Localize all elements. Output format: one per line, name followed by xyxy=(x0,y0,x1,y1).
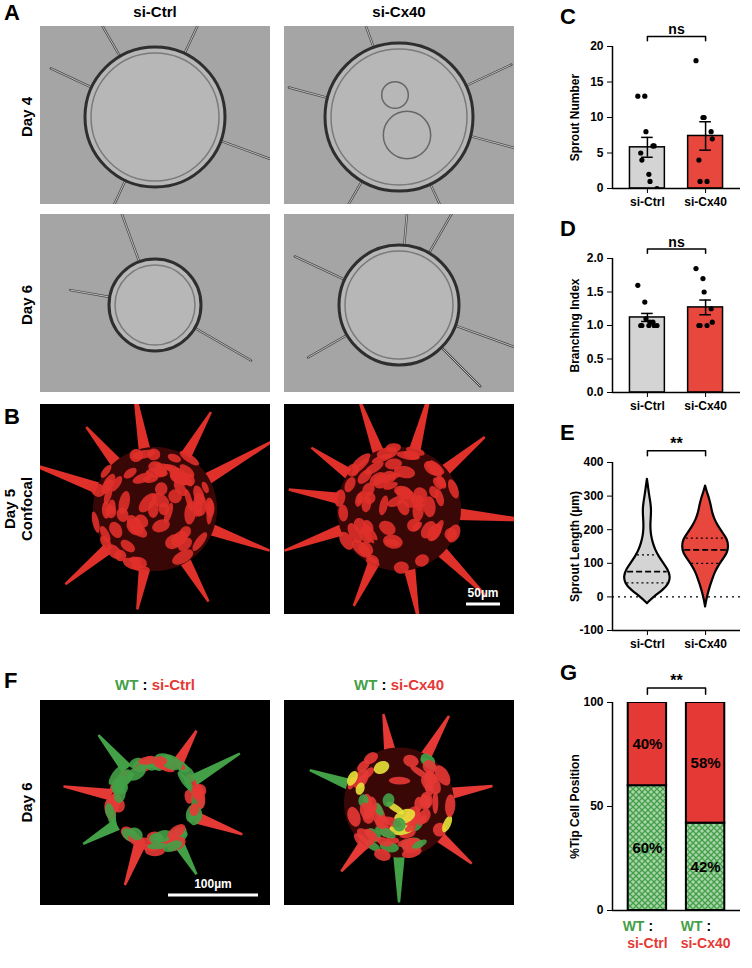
svg-text:0: 0 xyxy=(597,181,604,195)
svg-text:Branching Index: Branching Index xyxy=(568,278,582,372)
svg-text:si-Cx40: si-Cx40 xyxy=(684,637,727,651)
svg-text:100: 100 xyxy=(583,695,603,709)
svg-text:300: 300 xyxy=(583,489,603,503)
svg-text:400: 400 xyxy=(583,455,603,469)
svg-text:**: ** xyxy=(670,672,683,689)
html-text:G: G xyxy=(560,660,578,685)
svg-text:%Tip Cell Position: %Tip Cell Position xyxy=(568,754,582,858)
svg-text:Day 4: Day 4 xyxy=(18,96,35,137)
svg-text:1.5: 1.5 xyxy=(587,285,604,299)
svg-text:100: 100 xyxy=(583,556,603,570)
svg-text:20: 20 xyxy=(590,39,604,53)
svg-text:si-Cx40: si-Cx40 xyxy=(684,195,727,209)
svg-text:-100: -100 xyxy=(579,623,603,637)
svg-text:si-Ctrl: si-Ctrl xyxy=(627,935,667,951)
svg-text:si-Ctrl: si-Ctrl xyxy=(630,195,665,209)
svg-text:Sprout Number: Sprout Number xyxy=(568,74,582,162)
html-text:C: C xyxy=(560,4,576,29)
svg-text:50: 50 xyxy=(590,799,604,813)
svg-text:WT : si-Cx40: WT : si-Cx40 xyxy=(354,676,444,693)
svg-text:60%: 60% xyxy=(632,839,662,856)
svg-text:WT: WT xyxy=(681,918,703,934)
svg-text:0.0: 0.0 xyxy=(587,385,604,399)
svg-text:10: 10 xyxy=(590,110,604,124)
svg-text:0: 0 xyxy=(597,590,604,604)
svg-text::: : xyxy=(707,918,712,934)
svg-text:WT : si-Ctrl: WT : si-Ctrl xyxy=(115,676,195,693)
svg-text:1.0: 1.0 xyxy=(587,318,604,332)
svg-text:si-Cx40: si-Cx40 xyxy=(684,399,727,413)
svg-text:15: 15 xyxy=(590,75,604,89)
svg-text:2.0: 2.0 xyxy=(587,251,604,265)
svg-text:200: 200 xyxy=(583,523,603,537)
svg-text:100µm: 100µm xyxy=(194,877,232,891)
svg-text:F: F xyxy=(4,668,17,693)
svg-text:si-Cx40: si-Cx40 xyxy=(681,935,731,951)
svg-text:0.5: 0.5 xyxy=(587,352,604,366)
svg-text:Day 5: Day 5 xyxy=(1,489,18,529)
svg-text:ns: ns xyxy=(668,21,685,37)
svg-text:**: ** xyxy=(670,435,683,452)
svg-text:Day 6: Day 6 xyxy=(18,782,35,822)
svg-text:A: A xyxy=(4,0,20,25)
svg-text:Confocal: Confocal xyxy=(18,477,35,541)
svg-text:5: 5 xyxy=(597,146,604,160)
svg-text:Day 6: Day 6 xyxy=(18,285,35,325)
svg-text:50µm: 50µm xyxy=(468,586,499,600)
svg-text:si-Cx40: si-Cx40 xyxy=(372,3,425,20)
html-text:E: E xyxy=(560,420,575,445)
svg-text:58%: 58% xyxy=(691,754,721,771)
svg-text:si-Ctrl: si-Ctrl xyxy=(630,399,665,413)
svg-text::: : xyxy=(648,918,653,934)
svg-text:42%: 42% xyxy=(691,858,721,875)
html-text:D: D xyxy=(560,216,576,241)
svg-text:Sprout Length (µm): Sprout Length (µm) xyxy=(568,491,582,602)
svg-text:40%: 40% xyxy=(632,735,662,752)
svg-text:ns: ns xyxy=(668,234,685,250)
svg-text:si-Ctrl: si-Ctrl xyxy=(630,637,665,651)
svg-text:si-Ctrl: si-Ctrl xyxy=(133,3,176,20)
svg-text:0: 0 xyxy=(597,903,604,917)
svg-text:WT: WT xyxy=(623,918,645,934)
svg-text:B: B xyxy=(4,404,20,429)
